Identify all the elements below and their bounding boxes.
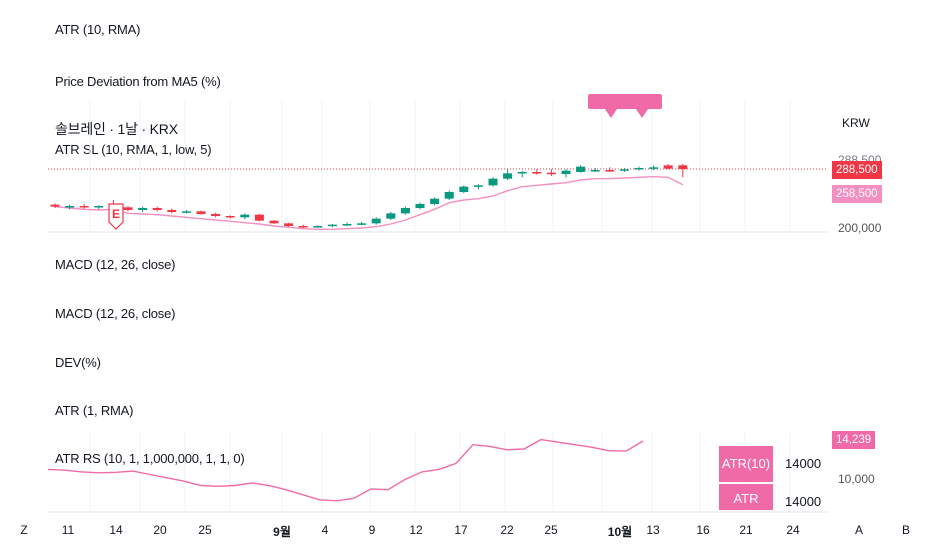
grid-lines — [89, 100, 791, 512]
time-label-5: 4 — [321, 523, 329, 537]
candle-body — [240, 214, 250, 218]
candle-body — [678, 165, 688, 169]
time-label-2: 20 — [153, 523, 167, 537]
candle-body — [561, 170, 571, 174]
candle-body — [167, 210, 177, 212]
candle-body — [152, 208, 162, 210]
candle-body — [430, 198, 440, 204]
candle-body — [181, 211, 191, 213]
candle-body — [459, 186, 469, 192]
candle-body — [619, 169, 629, 171]
zoom-button-a[interactable]: A — [854, 523, 864, 537]
candle-body — [634, 168, 644, 170]
zoom-button-b[interactable]: B — [901, 523, 911, 537]
legend-macd-1[interactable]: MACD (12, 26, close) — [55, 257, 176, 272]
legend-macd-2[interactable]: MACD (12, 26, close) — [55, 306, 176, 321]
candle-body — [254, 214, 264, 221]
candle-body — [196, 211, 206, 214]
atr-rs-pane — [47, 438, 644, 502]
atr-rs-line — [47, 438, 644, 502]
candle-body — [284, 223, 294, 226]
time-label-7: 12 — [409, 523, 423, 537]
table-value-atr10: 14000 — [785, 456, 822, 471]
legend-atr-1[interactable]: ATR (1, RMA) — [55, 403, 134, 418]
time-label-9: 22 — [500, 523, 514, 537]
candle-body — [357, 223, 367, 225]
candle-body — [649, 167, 659, 169]
candle-body — [313, 226, 323, 228]
table-value-atr-used: 14000 — [785, 494, 822, 509]
time-label-8: 17 — [454, 523, 468, 537]
candle-body — [342, 224, 352, 226]
candle-body — [386, 213, 396, 219]
candle-body — [663, 165, 673, 169]
candle-body — [503, 173, 513, 179]
candle-body — [605, 170, 615, 172]
atr-sl-line — [54, 175, 684, 231]
sl-price-tag: 258,500 — [832, 185, 882, 203]
candle-body — [50, 204, 60, 207]
candle-body — [327, 224, 337, 227]
price-axis-200000: 200,000 — [838, 221, 882, 235]
candle-body — [225, 216, 235, 218]
time-label-3: 25 — [198, 523, 212, 537]
rs-last-value-tag: 14,239 — [832, 431, 876, 449]
time-label-10: 25 — [544, 523, 558, 537]
time-label-12: 13 — [646, 523, 660, 537]
signal-arrow-2 — [636, 109, 648, 118]
candle-body — [517, 172, 527, 174]
candle-body — [444, 192, 454, 199]
time-label-11: 10월 — [607, 525, 633, 539]
currency-label[interactable]: KRW — [842, 116, 870, 130]
candle-body — [590, 170, 600, 172]
candle-body — [269, 220, 279, 224]
earnings-event-label: E — [112, 207, 121, 221]
time-label-1: 14 — [109, 523, 123, 537]
time-label-14: 21 — [739, 523, 753, 537]
legend-symbol[interactable]: 솔브레인 · 1날 · KRX — [55, 121, 178, 137]
candle-body — [138, 208, 148, 210]
legend-atr-sl[interactable]: ATR SL (10, RMA, 1, low, 5) — [55, 142, 212, 157]
time-label-6: 9 — [368, 523, 376, 537]
candle-body — [298, 226, 308, 228]
legend-atr-rma[interactable]: ATR (10, RMA) — [55, 22, 141, 37]
rs-axis-10000: 10,000 — [838, 472, 875, 486]
candle-body — [123, 207, 133, 210]
time-label-15: 24 — [786, 523, 800, 537]
time-label-4: 9월 — [273, 525, 291, 539]
candle-body — [211, 214, 221, 216]
candle-body — [94, 206, 104, 208]
candle-body — [473, 185, 483, 187]
candle-body — [65, 206, 75, 208]
legend-price-deviation[interactable]: Price Deviation from MA5 (%) — [55, 74, 221, 89]
legend-dev[interactable]: DEV(%) — [55, 355, 101, 370]
candle-body — [79, 206, 89, 208]
time-label-13: 16 — [696, 523, 710, 537]
candle-body — [576, 166, 586, 172]
candle-body — [415, 204, 425, 208]
signal-badge[interactable] — [588, 94, 662, 109]
legend-atr-rs[interactable]: ATR RS (10, 1, 1,000,000, 1, 1, 0) — [55, 451, 245, 466]
time-label-0: 11 — [61, 523, 75, 537]
scroll-left-button[interactable]: Z — [20, 523, 28, 537]
candle-body — [546, 172, 556, 175]
candle-body — [371, 218, 381, 224]
candle-body — [488, 178, 498, 186]
table-label-atr10: ATR(10) — [719, 446, 773, 482]
candle-body — [532, 172, 542, 174]
candle-body — [400, 208, 410, 214]
signal-arrow-1 — [605, 109, 617, 118]
candles — [50, 164, 688, 228]
last-price-tag: 288,500 — [832, 161, 882, 179]
table-label-atr-used: ATR used — [719, 484, 773, 536]
earnings-event-marker[interactable] — [108, 203, 124, 230]
